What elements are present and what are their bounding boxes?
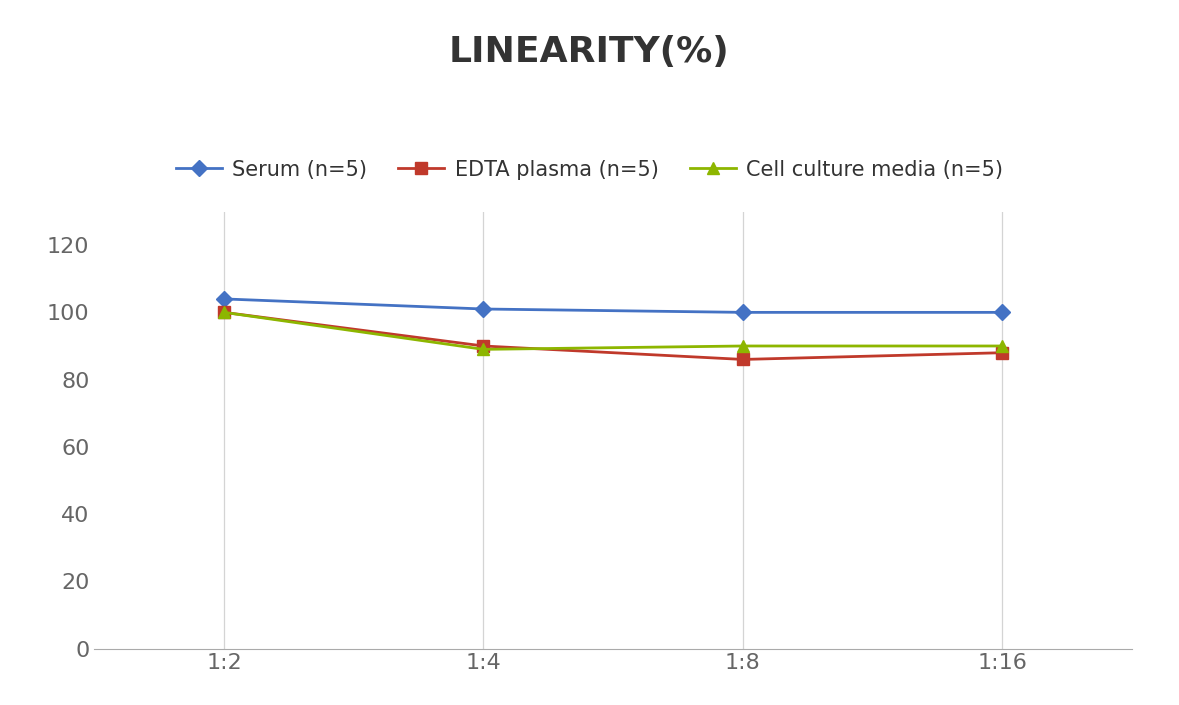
Line: Cell culture media (n=5): Cell culture media (n=5) [218, 307, 1008, 355]
EDTA plasma (n=5) [217, 308, 231, 317]
Cell culture media (n=5) [736, 342, 750, 350]
Text: LINEARITY(%): LINEARITY(%) [449, 35, 730, 69]
Serum (n=5) [995, 308, 1009, 317]
Serum (n=5) [217, 295, 231, 303]
Legend: Serum (n=5), EDTA plasma (n=5), Cell culture media (n=5): Serum (n=5), EDTA plasma (n=5), Cell cul… [167, 152, 1012, 188]
EDTA plasma (n=5) [736, 355, 750, 364]
Line: Serum (n=5): Serum (n=5) [218, 293, 1008, 318]
Serum (n=5) [736, 308, 750, 317]
Cell culture media (n=5) [217, 308, 231, 317]
EDTA plasma (n=5) [476, 342, 490, 350]
Cell culture media (n=5) [995, 342, 1009, 350]
Line: EDTA plasma (n=5): EDTA plasma (n=5) [218, 307, 1008, 365]
Cell culture media (n=5) [476, 345, 490, 354]
Serum (n=5) [476, 305, 490, 313]
EDTA plasma (n=5) [995, 348, 1009, 357]
